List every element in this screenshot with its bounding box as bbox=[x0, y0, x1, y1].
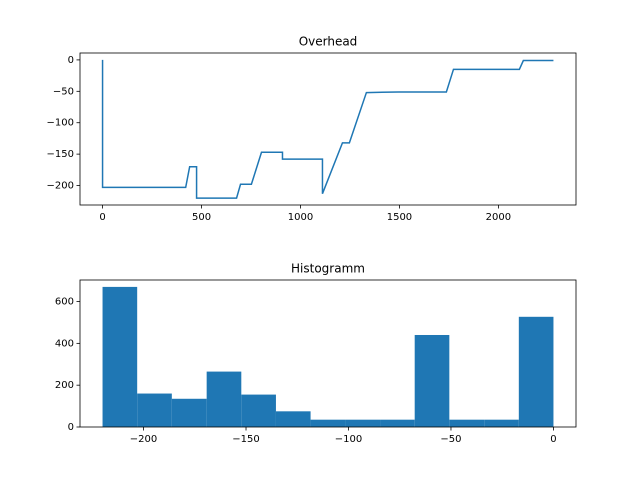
x-tick-label: −150 bbox=[232, 434, 259, 445]
y-tick-label: 200 bbox=[55, 380, 74, 391]
line bbox=[101, 59, 554, 199]
bar bbox=[102, 286, 138, 427]
y-tick-label: 400 bbox=[55, 338, 74, 349]
x-tick-label: 500 bbox=[192, 212, 211, 223]
bar bbox=[414, 334, 450, 427]
x-tick-label: −200 bbox=[130, 434, 157, 445]
y-tick-label: −200 bbox=[47, 181, 74, 192]
bar bbox=[380, 419, 415, 427]
bar bbox=[137, 393, 172, 427]
chart-title: Histogramm bbox=[291, 262, 365, 276]
bar bbox=[206, 371, 242, 427]
y-tick-label: −100 bbox=[47, 118, 74, 129]
x-tick-label: 0 bbox=[550, 434, 556, 445]
y-tick-label: −150 bbox=[47, 149, 74, 160]
bar bbox=[484, 419, 519, 427]
bar bbox=[449, 419, 485, 427]
axes-frame bbox=[79, 279, 577, 428]
x-tick-label: −50 bbox=[440, 434, 461, 445]
x-tick-label: 1500 bbox=[387, 212, 412, 223]
y-tick-label: 0 bbox=[68, 55, 74, 66]
bar bbox=[345, 419, 381, 427]
y-tick-label: −50 bbox=[53, 86, 74, 97]
x-tick-label: −100 bbox=[335, 434, 362, 445]
y-tick-label: 600 bbox=[55, 297, 74, 308]
axes-frame bbox=[79, 52, 577, 206]
x-tick-label: 0 bbox=[99, 212, 105, 223]
bar bbox=[171, 398, 207, 427]
bar bbox=[241, 394, 276, 427]
chart-title: Overhead bbox=[299, 35, 358, 49]
x-tick-label: 1000 bbox=[288, 212, 313, 223]
y-tick-label: 0 bbox=[68, 422, 74, 433]
bar bbox=[518, 316, 554, 427]
x-tick-label: 2000 bbox=[486, 212, 511, 223]
bar bbox=[310, 419, 346, 427]
bar bbox=[275, 411, 311, 427]
